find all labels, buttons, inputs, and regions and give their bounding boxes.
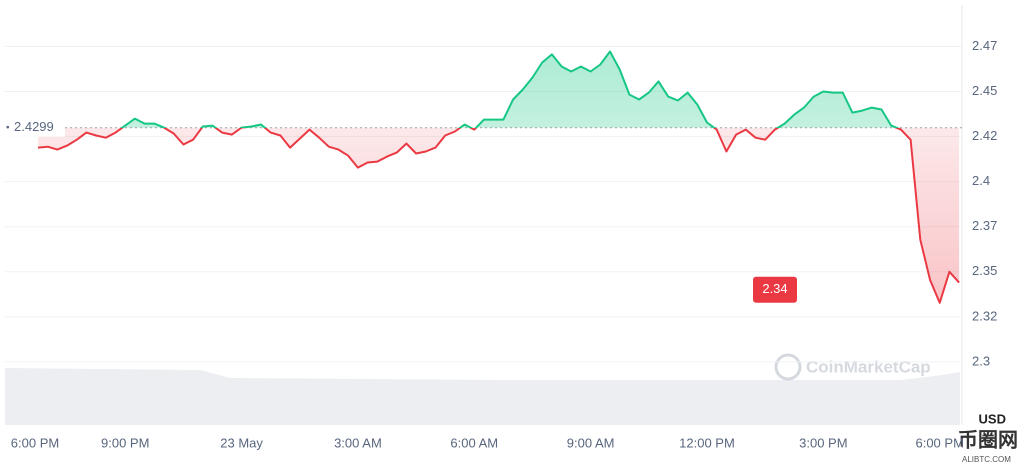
site-watermark: 币圈网 (958, 428, 1018, 451)
x-tick-label: 9:00 PM (101, 435, 149, 450)
volume-area (5, 368, 960, 425)
x-tick-label: 23 May (220, 435, 263, 450)
y-tick-label: 2.35 (972, 263, 997, 278)
area-down (37, 127, 960, 303)
x-tick-label: 3:00 AM (334, 435, 382, 450)
x-tick-label: 3:00 PM (799, 435, 847, 450)
y-tick-label: 2.37 (972, 218, 997, 233)
x-tick-label: 6:00 AM (450, 435, 498, 450)
watermark: CoinMarketCap (774, 353, 931, 381)
y-tick-label: 2.45 (972, 83, 997, 98)
y-tick-label: 2.47 (972, 38, 997, 53)
x-tick-label: 9:00 AM (567, 435, 615, 450)
x-tick-label: 6:00 PM (915, 435, 963, 450)
baseline-label-bg (3, 118, 65, 137)
y-tick-label: 2.42 (972, 128, 997, 143)
watermark-logo (774, 353, 802, 381)
baseline-dot: • (6, 122, 10, 133)
baseline-label: 2.4299 (14, 119, 54, 134)
area-up (37, 51, 960, 128)
x-tick-label: 6:00 PM (11, 435, 59, 450)
y-tick-label: 2.32 (972, 308, 997, 323)
price-line (37, 50, 960, 304)
current-price-label: 2.34 (762, 281, 787, 296)
x-tick-label: 12:00 PM (679, 435, 735, 450)
watermark-text: CoinMarketCap (806, 357, 931, 376)
y-tick-label: 2.4 (972, 173, 990, 188)
current-price-badge (753, 276, 797, 303)
y-tick-label: 2.3 (972, 353, 990, 368)
y-unit: USD (979, 411, 1006, 426)
site-url: ALIBTC.COM (962, 455, 1011, 464)
